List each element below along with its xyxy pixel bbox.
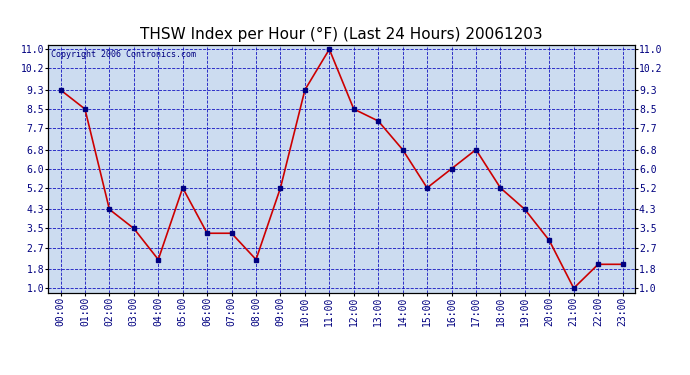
Text: Copyright 2006 Contronics.com: Copyright 2006 Contronics.com [51, 50, 196, 59]
Title: THSW Index per Hour (°F) (Last 24 Hours) 20061203: THSW Index per Hour (°F) (Last 24 Hours)… [140, 27, 543, 42]
